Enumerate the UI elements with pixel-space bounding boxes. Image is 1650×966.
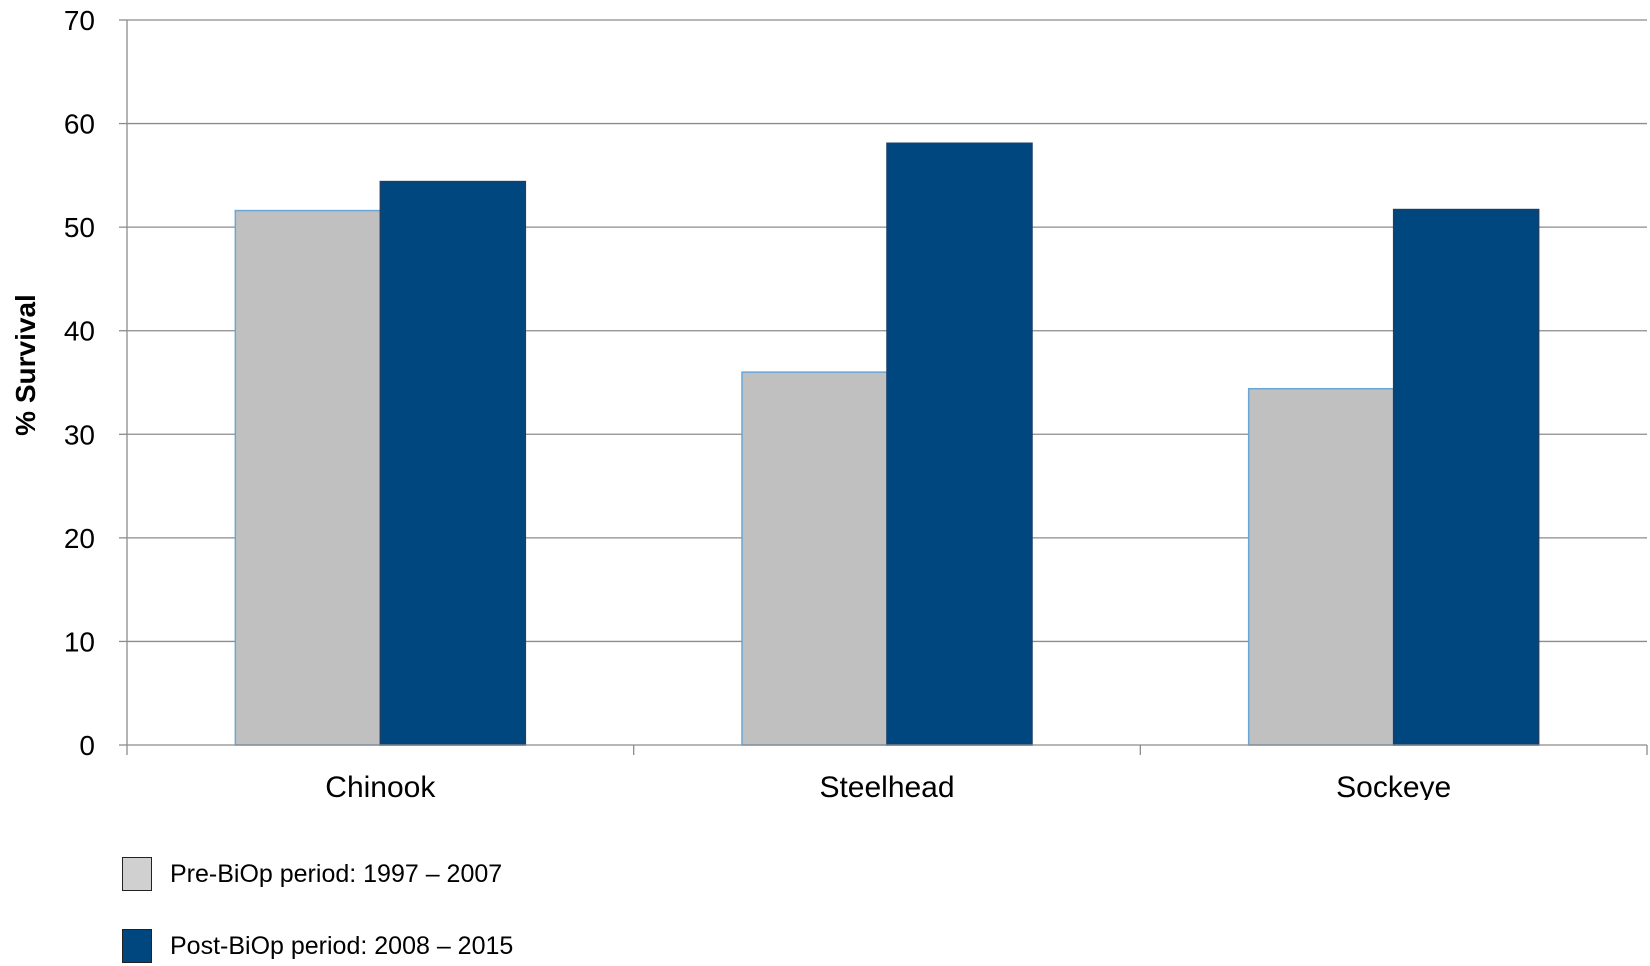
x-tick-labels: Chinook Steelhead Sockeye [325, 771, 1451, 800]
x-tick-label-sockeye: Sockeye [1336, 771, 1451, 800]
x-tick-label-chinook: Chinook [325, 771, 436, 800]
legend-swatch-post [122, 929, 152, 963]
bar-steelhead-series-1 [741, 371, 888, 746]
y-tick-label-0: 0 [79, 730, 95, 761]
axes [119, 19, 1648, 755]
bar-chinook-series-1 [234, 209, 382, 746]
bar-steelhead-series-2 [886, 142, 1033, 746]
bar-sockeye-series-1 [1247, 387, 1395, 746]
y-tick-label-70: 70 [64, 5, 95, 36]
legend-label-post: Post-BiOp period: 2008 – 2015 [170, 931, 514, 960]
y-tick-label-60: 60 [64, 109, 95, 140]
legend-item-pre: Pre-BiOp period: 1997 – 2007 [122, 854, 513, 894]
y-tick-labels: 0 10 20 30 40 50 60 70 [64, 5, 95, 761]
bar-sockeye-series-2 [1392, 208, 1540, 746]
y-tick-label-30: 30 [64, 419, 95, 450]
legend-item-post: Post-BiOp period: 2008 – 2015 [122, 926, 513, 966]
y-tick-label-40: 40 [64, 316, 95, 347]
y-tick-label-10: 10 [64, 626, 95, 657]
legend-swatch-pre [122, 857, 152, 891]
bars [234, 142, 1540, 746]
x-tick-label-steelhead: Steelhead [819, 771, 954, 800]
y-axis-label: % Survival [10, 294, 41, 436]
y-tick-label-50: 50 [64, 212, 95, 243]
bar-chinook-series-2 [379, 180, 527, 746]
legend: Pre-BiOp period: 1997 – 2007 Post-BiOp p… [122, 854, 513, 966]
legend-label-pre: Pre-BiOp period: 1997 – 2007 [170, 859, 503, 888]
y-tick-label-20: 20 [64, 523, 95, 554]
